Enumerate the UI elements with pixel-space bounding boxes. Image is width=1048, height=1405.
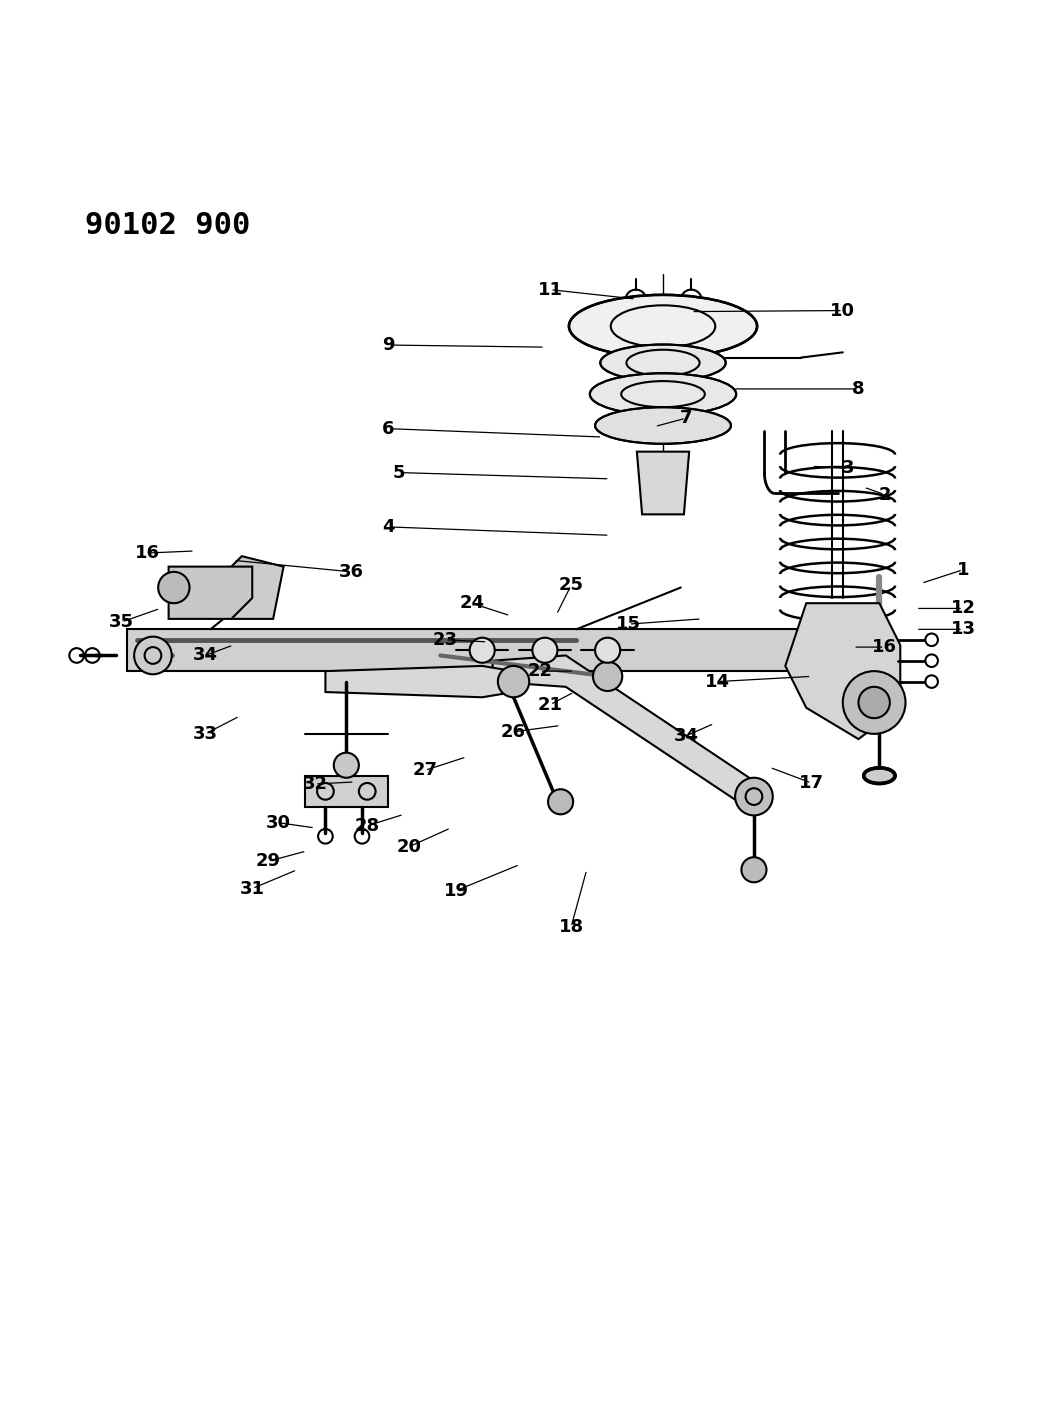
Circle shape: [595, 638, 620, 663]
FancyBboxPatch shape: [305, 776, 388, 806]
Text: 7: 7: [680, 409, 693, 427]
Circle shape: [548, 790, 573, 815]
Text: 17: 17: [799, 774, 824, 792]
Circle shape: [158, 572, 190, 603]
Circle shape: [843, 672, 905, 733]
Ellipse shape: [864, 767, 895, 784]
Text: 23: 23: [433, 631, 458, 649]
Text: 22: 22: [527, 662, 552, 680]
Text: 35: 35: [109, 613, 134, 631]
Ellipse shape: [590, 374, 736, 414]
Circle shape: [532, 638, 558, 663]
Text: 12: 12: [951, 600, 976, 617]
Text: 3: 3: [842, 459, 854, 478]
Text: 8: 8: [852, 379, 865, 398]
Circle shape: [925, 634, 938, 646]
Text: 10: 10: [830, 302, 855, 319]
Circle shape: [470, 638, 495, 663]
Text: 34: 34: [193, 646, 218, 665]
Text: 36: 36: [340, 563, 364, 580]
Circle shape: [741, 857, 766, 882]
Text: 4: 4: [381, 518, 394, 535]
Circle shape: [593, 662, 623, 691]
Ellipse shape: [569, 295, 757, 358]
Text: 2: 2: [878, 486, 891, 503]
Text: 19: 19: [443, 882, 468, 899]
Text: 25: 25: [559, 576, 584, 594]
Circle shape: [498, 666, 529, 697]
Text: 9: 9: [381, 336, 394, 354]
Circle shape: [858, 687, 890, 718]
Text: 18: 18: [559, 919, 584, 936]
Text: 26: 26: [501, 722, 526, 740]
Text: 90102 900: 90102 900: [85, 211, 250, 240]
Polygon shape: [169, 566, 253, 618]
Text: 5: 5: [392, 464, 405, 482]
Ellipse shape: [601, 344, 725, 381]
Text: 20: 20: [396, 837, 421, 856]
Text: 1: 1: [957, 561, 969, 579]
Text: 11: 11: [538, 281, 563, 299]
Ellipse shape: [595, 407, 730, 444]
Circle shape: [333, 753, 358, 778]
Circle shape: [925, 676, 938, 688]
Polygon shape: [326, 666, 514, 697]
Text: 24: 24: [459, 594, 484, 613]
Text: 13: 13: [951, 621, 976, 638]
Text: 34: 34: [674, 726, 699, 745]
Text: 28: 28: [354, 816, 379, 835]
Text: 6: 6: [381, 420, 394, 437]
Circle shape: [735, 778, 772, 815]
Text: 32: 32: [303, 776, 327, 792]
Text: 30: 30: [266, 813, 291, 832]
Text: 14: 14: [705, 673, 729, 691]
Text: 33: 33: [193, 725, 218, 743]
Text: 16: 16: [872, 638, 897, 656]
Text: 31: 31: [240, 880, 265, 898]
Text: 29: 29: [256, 853, 281, 870]
Polygon shape: [785, 603, 900, 739]
Text: 15: 15: [616, 615, 641, 634]
Circle shape: [925, 655, 938, 667]
FancyBboxPatch shape: [127, 629, 816, 672]
Polygon shape: [637, 451, 690, 514]
Text: 16: 16: [135, 544, 160, 562]
Polygon shape: [493, 656, 754, 812]
Polygon shape: [190, 556, 284, 618]
Circle shape: [134, 636, 172, 674]
Text: 27: 27: [412, 762, 437, 780]
Text: 21: 21: [538, 695, 563, 714]
